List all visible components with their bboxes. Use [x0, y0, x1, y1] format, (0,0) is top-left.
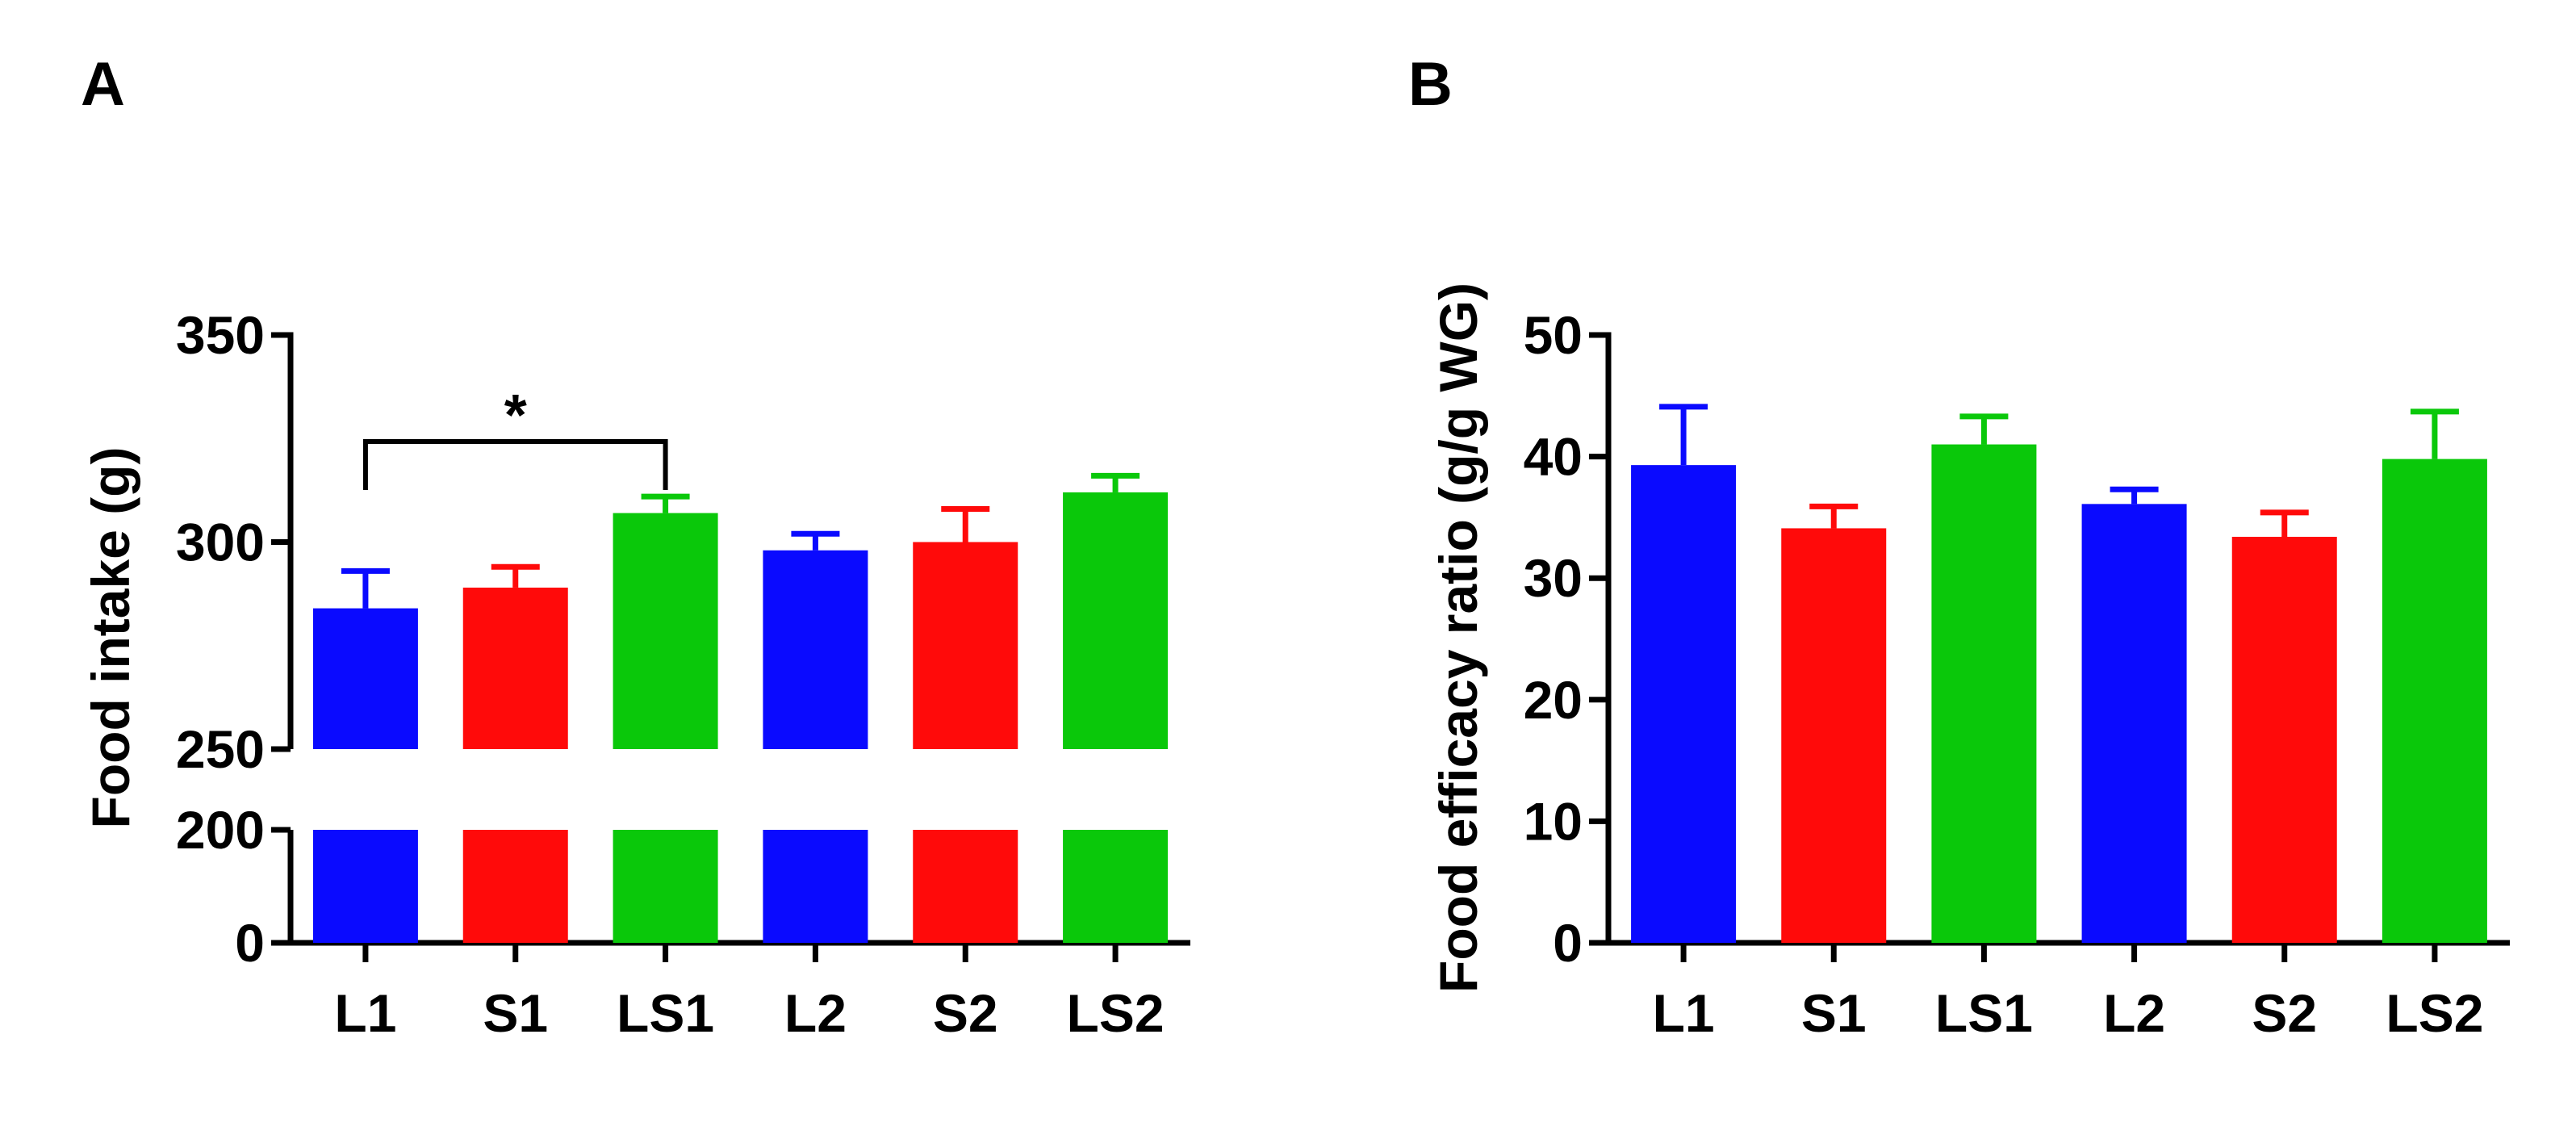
bar-ls2-lower [1063, 830, 1169, 943]
bar-l1-lower [312, 830, 418, 943]
y-tick-label: 40 [1524, 427, 1583, 487]
bar-l1 [1631, 465, 1737, 943]
bar-l2-upper [763, 550, 868, 749]
y-axis-title-b: Food efficacy ratio (g/g WG) [1428, 283, 1488, 993]
bar-l1-upper [312, 608, 418, 749]
error-bars-b [1659, 404, 2459, 537]
x-axis-a [287, 940, 1190, 962]
y-tick-label: 200 [176, 800, 265, 860]
bars-b [1631, 444, 2487, 943]
y-axis-a: 0 200 250 300 350 [176, 305, 294, 973]
bar-s1-lower [462, 830, 568, 943]
error-bars-a [341, 472, 1140, 609]
x-tick-label-l2: L2 [2103, 983, 2165, 1043]
x-tick-label-ls1: LS1 [1935, 983, 2033, 1043]
significance-line [362, 439, 668, 490]
y-tick-label: 0 [1553, 913, 1583, 973]
panel-label-b: B [1408, 50, 1453, 119]
x-tick-label-ls2: LS2 [1067, 983, 1165, 1043]
bar-l2 [2081, 504, 2187, 943]
x-tick-label-ls1: LS1 [617, 983, 714, 1043]
x-tick-label-l2: L2 [784, 983, 847, 1043]
bar-s2 [2231, 536, 2337, 943]
x-tick-label-ls2: LS2 [2386, 983, 2483, 1043]
bar-l2-lower [763, 830, 868, 943]
x-tick-label-l1: L1 [1653, 983, 1715, 1043]
x-tick-labels-b: L1 S1 LS1 L2 S2 LS2 [1653, 983, 2484, 1043]
y-tick-label: 10 [1524, 791, 1583, 851]
y-tick-label: 20 [1524, 670, 1583, 730]
y-tick-label: 30 [1524, 548, 1583, 608]
x-tick-labels-a: L1 S1 LS1 L2 S2 LS2 [334, 983, 1164, 1043]
x-tick-label-l1: L1 [334, 983, 396, 1043]
bar-s1-upper [462, 587, 568, 749]
x-tick-label-s1: S1 [1801, 983, 1867, 1043]
y-tick-label: 0 [235, 913, 265, 973]
y-tick-label: 350 [176, 305, 265, 365]
bar-s2-lower [913, 830, 1018, 943]
x-tick-label-s2: S2 [933, 983, 998, 1043]
bar-ls2-upper [1063, 492, 1169, 749]
x-tick-label-s1: S1 [483, 983, 548, 1043]
significance-star: * [504, 383, 527, 448]
y-tick-label: 250 [176, 719, 265, 779]
panel-label-a: A [81, 50, 125, 119]
bar-ls1 [1931, 444, 2037, 943]
panel-b: B Food efficacy ratio (g/g WG) 0 10 20 30 40… [1408, 50, 2510, 1043]
bar-s2-upper [913, 542, 1018, 749]
bar-ls1-upper [613, 513, 718, 749]
x-tick-label-s2: S2 [2252, 983, 2317, 1043]
bar-ls2 [2382, 459, 2487, 943]
bars-a [312, 492, 1169, 943]
y-axis-b: 0 10 20 30 40 50 [1524, 305, 1612, 973]
bar-ls1-lower [613, 830, 718, 943]
bar-s1 [1781, 528, 1887, 943]
y-axis-title-a: Food intake (g) [81, 447, 140, 829]
y-tick-label: 300 [176, 513, 265, 572]
x-axis-b [1605, 940, 2510, 962]
significance-bracket: * [362, 383, 668, 490]
y-tick-label: 50 [1524, 305, 1583, 365]
